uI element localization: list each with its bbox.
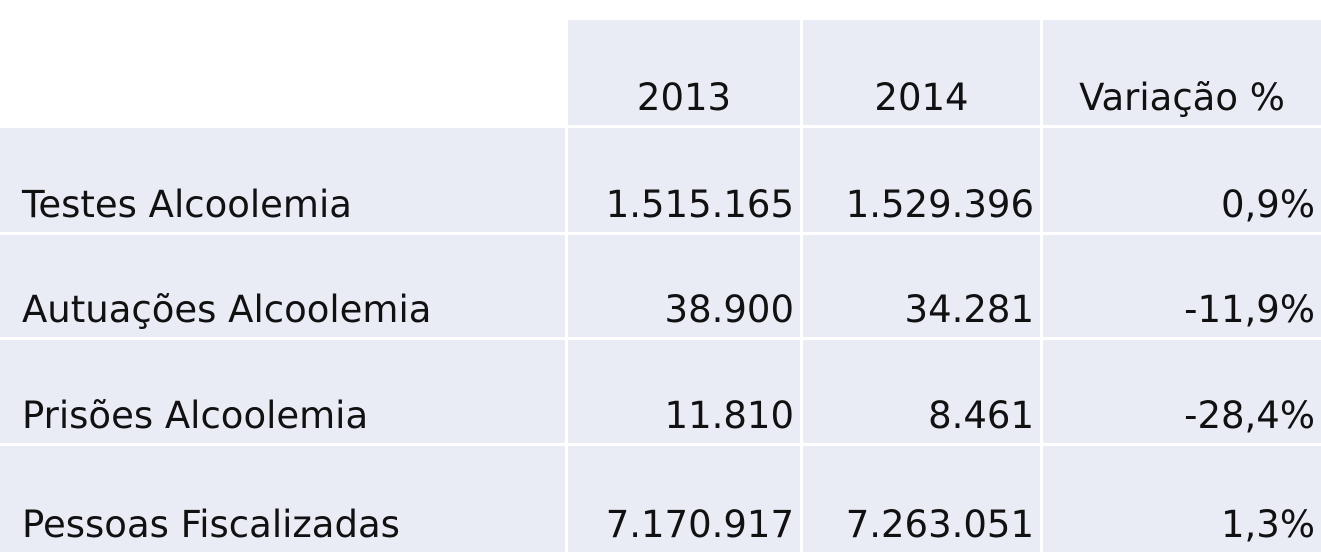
value-cell: 34.281	[803, 235, 1040, 337]
value-cell: 8.461	[803, 340, 1040, 443]
value-cell: 7.170.917	[568, 446, 800, 552]
value-cell: 11.810	[568, 340, 800, 443]
row-label: Prisões Alcoolemia	[0, 340, 565, 443]
value-cell: -28,4%	[1043, 340, 1321, 443]
row-label: Testes Alcoolemia	[0, 128, 565, 232]
header-cell: Variação %	[1043, 20, 1321, 125]
value-cell: 1.515.165	[568, 128, 800, 232]
value-cell: 1,3%	[1043, 446, 1321, 552]
row-label: Pessoas Fiscalizadas	[0, 446, 565, 552]
value-cell: 1.529.396	[803, 128, 1040, 232]
value-cell: 38.900	[568, 235, 800, 337]
value-cell: 7.263.051	[803, 446, 1040, 552]
value-cell: -11,9%	[1043, 235, 1321, 337]
header-cell: 2014	[803, 20, 1040, 125]
row-label: Autuações Alcoolemia	[0, 235, 565, 337]
value-cell: 0,9%	[1043, 128, 1321, 232]
header-cell	[0, 20, 565, 125]
header-cell: 2013	[568, 20, 800, 125]
